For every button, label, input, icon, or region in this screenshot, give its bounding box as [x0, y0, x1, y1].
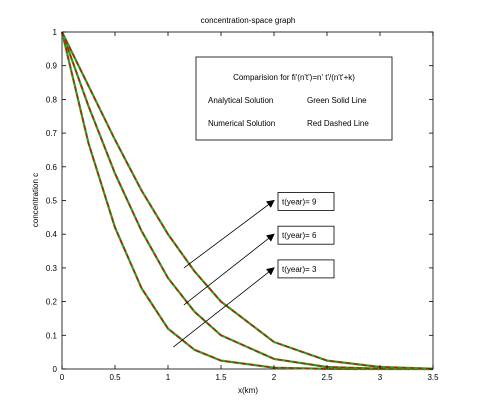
- annotation-box-3: [277, 259, 335, 279]
- x-tick-label: 0.5: [109, 373, 121, 382]
- annotation-layer: t(year)= 9 t(year)= 6 t(year)= 3: [173, 192, 335, 348]
- y-tick-label: 0.2: [46, 298, 58, 307]
- legend: Comparision for fi'(n't')=n' t'/(n't'+k)…: [195, 56, 393, 141]
- x-tick-label: 1: [166, 373, 171, 382]
- x-tick-label: 3: [378, 373, 383, 382]
- y-tick-label: 0.6: [46, 163, 58, 172]
- legend-row-1-label: Analytical Solution: [208, 96, 273, 105]
- y-tick-label: 0.4: [46, 230, 58, 239]
- axis-ticks: 0 0.5 1 1.5 2 2.5 3 3.5 0 0.1 0.2 0.3 0.4 0.5 0.6 0.7 0.…: [46, 28, 439, 382]
- numerical-line-3: [61, 31, 434, 370]
- x-tick-label: 1.5: [215, 373, 227, 382]
- y-tick-label: 0.7: [46, 129, 58, 138]
- annotation-arrow-3: [173, 267, 275, 348]
- y-tick-label: 0.3: [46, 264, 58, 273]
- y-tick-label: 0: [53, 365, 58, 374]
- y-tick-label: 1: [53, 28, 58, 37]
- legend-row-1-style: Green Solid Line: [307, 96, 367, 105]
- annotation-label-3: t(year)= 3: [282, 265, 317, 274]
- annotation-label-1: t(year)= 9: [282, 198, 317, 207]
- analytical-line-1: [60, 31, 433, 371]
- annotation-arrow-1: [183, 199, 275, 269]
- annotation-box-2: [277, 225, 335, 245]
- legend-box: [195, 56, 393, 141]
- x-axis-label: x(km): [238, 386, 258, 395]
- y-tick-label: 0.5: [46, 197, 58, 206]
- annotation-box-1: [277, 192, 335, 211]
- chart-title: concentration-space graph: [201, 16, 296, 25]
- x-tick-label: 3.5: [427, 373, 439, 382]
- y-axis-label: concentration c: [31, 173, 40, 227]
- x-tick-label: 2: [272, 373, 277, 382]
- legend-heading: Comparision for fi'(n't')=n' t'/(n't'+k): [233, 73, 355, 82]
- y-tick-label: 0.8: [46, 95, 58, 104]
- y-tick-label: 0.9: [46, 62, 58, 71]
- numerical-line-2: [61, 31, 434, 370]
- annotation-arrow-2: [183, 233, 275, 306]
- legend-row-2-style: Red Dashed Line: [307, 119, 369, 128]
- legend-row-2-label: Numerical Solution: [208, 119, 275, 128]
- y-tick-label: 0.1: [46, 331, 58, 340]
- series-layer: [60, 31, 434, 371]
- annotation-label-2: t(year)= 6: [282, 231, 317, 240]
- x-tick-label: 2.5: [321, 373, 333, 382]
- x-tick-label: 0: [60, 373, 65, 382]
